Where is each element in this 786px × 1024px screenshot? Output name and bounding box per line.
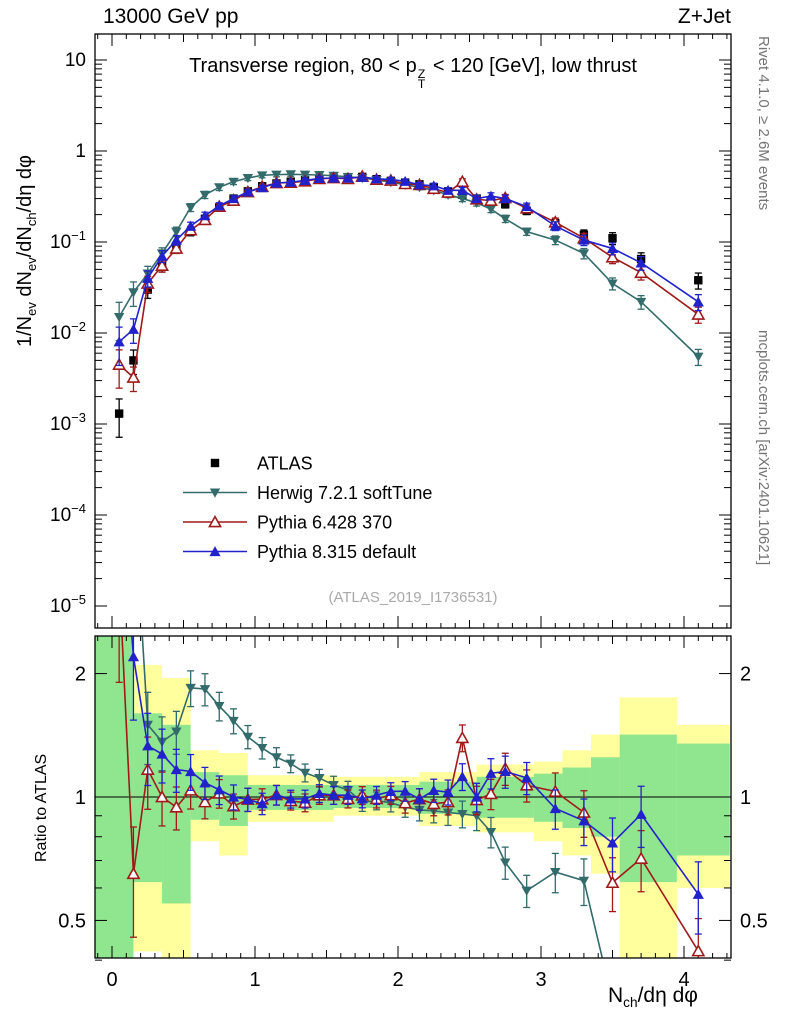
ratio-y-tick-label: 2	[75, 664, 86, 686]
beam-energy-label: 13000 GeV pp	[103, 5, 239, 28]
series-pythia-8-315-default	[113, 171, 704, 367]
main-y-axis-label: 1/Nev dNev/dNch/dη dφ	[14, 154, 39, 347]
axes: 10 1 10−1 10−2 10−3 10−4 10−5 2 2 1 1 0.5 0.5 0 1 2 3 4	[50, 34, 768, 991]
main-y-tick-label: 10−5	[50, 592, 86, 617]
ratio-y-axis-label: Ratio to ATLAS	[33, 753, 50, 862]
legend-entry-atlas: ATLAS	[210, 454, 313, 474]
ratio-y-tick-label: 0.5	[58, 910, 86, 932]
ratio-y-tick-label-right: 2	[740, 664, 751, 686]
ratio-series-pythia-8-315-default	[127, 636, 704, 935]
ratio-y-tick-label-right: 0.5	[740, 910, 768, 932]
legend-label: ATLAS	[257, 454, 313, 474]
x-tick-label: 1	[249, 969, 260, 991]
series-herwig-7-2-1-softtune	[113, 170, 704, 367]
legend-entry-herwig-7-2-1-softtune: Herwig 7.2.1 softTune	[183, 483, 432, 503]
main-y-tick-label: 1	[75, 141, 86, 162]
legend-label: Herwig 7.2.1 softTune	[257, 483, 432, 503]
main-panel-frame	[94, 33, 732, 629]
main-panel-series	[112, 169, 706, 438]
x-tick-label: 2	[392, 969, 403, 991]
main-y-tick-label: 10−4	[50, 501, 86, 526]
data-stat-uncertainty-band	[533, 773, 563, 822]
ratio-panel-series	[115, 636, 706, 958]
legend-label: Pythia 6.428 370	[257, 513, 392, 533]
main-y-tick-label: 10	[65, 50, 86, 71]
data-stat-uncertainty-band	[95, 636, 134, 958]
legend-entry-pythia-6-428-370: Pythia 6.428 370	[183, 513, 392, 533]
legend: ATLAS Herwig 7.2.1 softTune Pythia 6.428 3…	[183, 454, 432, 562]
data-stat-uncertainty-band	[676, 743, 730, 856]
ratio-series-herwig-7-2-1-softtune	[141, 636, 603, 958]
mcplots-arxiv-note: mcplots.cern.ch [arXiv:2401.10621]	[755, 330, 772, 566]
legend-entry-pythia-8-315-default: Pythia 8.315 default	[183, 542, 416, 562]
ratio-y-tick-label-right: 1	[740, 787, 751, 809]
x-axis-label: Nch/dη dφ	[608, 984, 698, 1011]
main-y-tick-label: 10−1	[50, 228, 86, 253]
process-label: Z+Jet	[677, 5, 731, 28]
legend-label: Pythia 8.315 default	[257, 542, 416, 562]
rivet-version-note: Rivet 4.1.0, ≥ 2.6M events	[755, 36, 772, 211]
data-stat-uncertainty-band	[619, 734, 677, 883]
x-tick-label: 4	[678, 969, 689, 991]
x-tick-label: 0	[106, 969, 117, 991]
analysis-watermark: (ATLAS_2019_I1736531)	[328, 589, 498, 606]
ratio-y-tick-label: 1	[75, 787, 86, 809]
main-y-tick-label: 10−3	[50, 410, 86, 435]
x-tick-label: 3	[535, 969, 546, 991]
main-y-tick-label: 10−2	[50, 319, 86, 344]
